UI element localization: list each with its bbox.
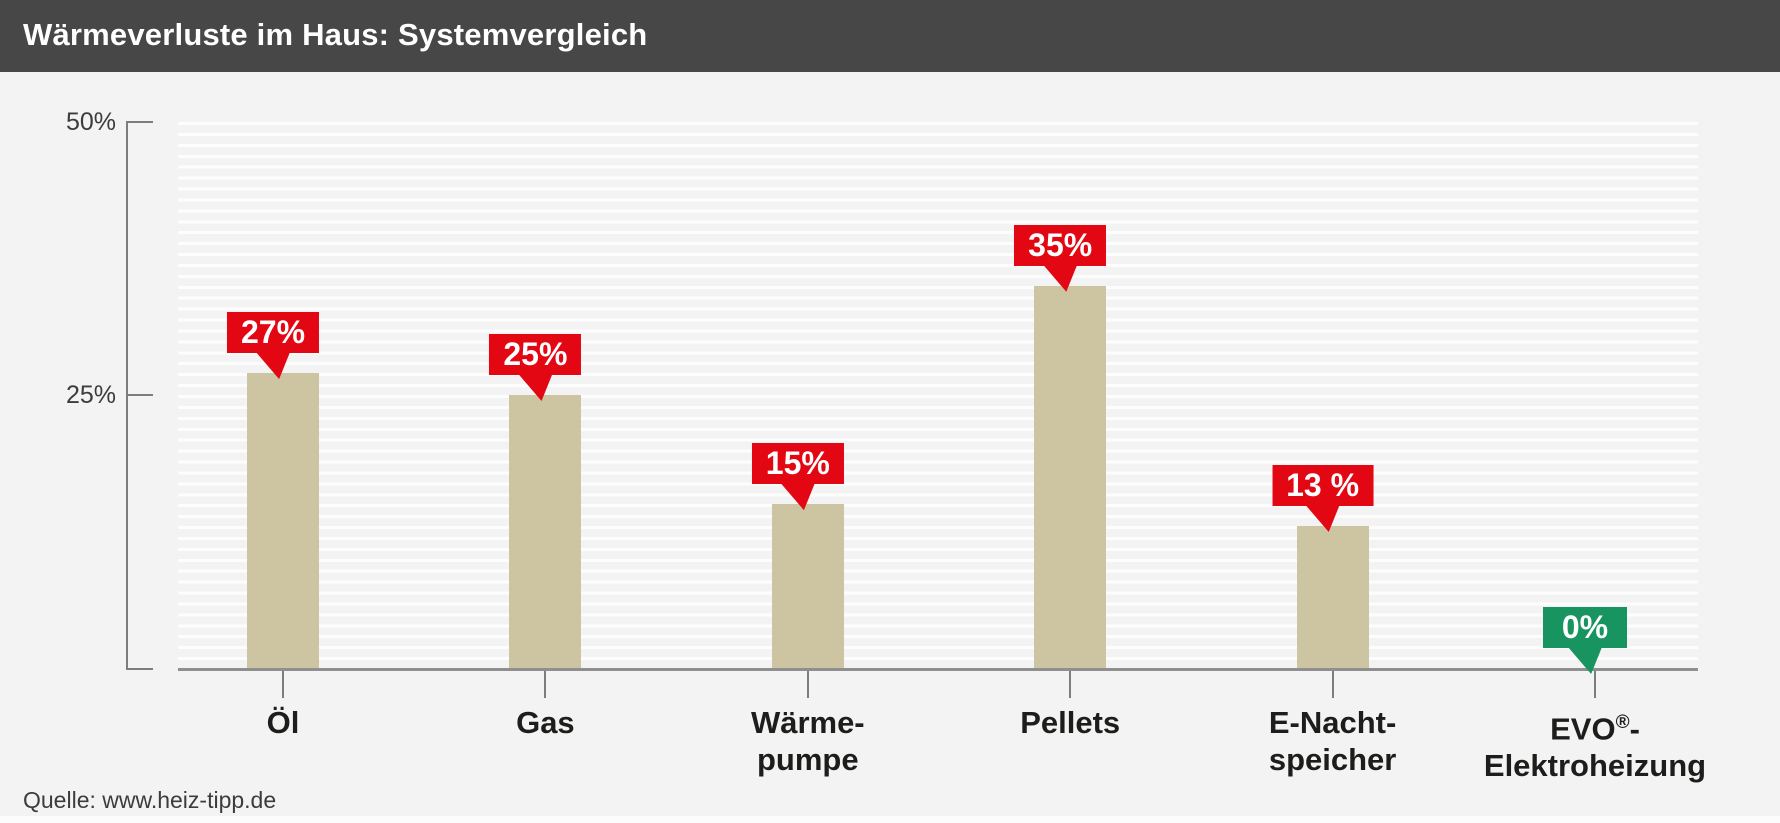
category-label: Pellets [1020, 705, 1121, 740]
page-title: Wärmeverluste im Haus: Systemvergleich [23, 17, 648, 52]
value-badge: 27% [226, 312, 320, 380]
title-bar: Wärmeverluste im Haus: Systemvergleich [0, 0, 1780, 72]
value-badge: 15% [751, 443, 844, 511]
value-badge: 0% [1543, 607, 1627, 674]
category-label: Öl [266, 705, 300, 740]
bottom-strip [0, 816, 1780, 823]
value-badge: 13 % [1272, 465, 1374, 533]
y-axis-label-25: 25% [65, 381, 116, 409]
value-badge: 25% [489, 334, 582, 401]
category-label: EVO®- Elektroheizung [1483, 711, 1707, 784]
category-tick [1331, 671, 1334, 698]
category-tick [544, 671, 547, 698]
category-tick [806, 671, 809, 698]
y-axis-label-50: 50% [65, 108, 116, 136]
category-tick [1069, 671, 1072, 698]
plot-area [178, 122, 1698, 668]
value-badge: 35% [1014, 224, 1107, 292]
bar [509, 395, 582, 668]
y-axis-tick-0 [126, 668, 153, 670]
category-tick [282, 671, 284, 698]
category-label: E-Nacht-speicher [1268, 705, 1397, 777]
bar [1296, 526, 1369, 668]
category-tick [1594, 671, 1596, 698]
y-axis-tick-50 [126, 121, 153, 123]
source-caption: Quelle: www.heiz-tipp.de [23, 787, 277, 813]
bar [247, 373, 319, 668]
y-axis-tick-25 [126, 394, 153, 396]
category-label: Wärme-pumpe [750, 705, 865, 777]
bar [771, 504, 844, 668]
category-label: Gas [516, 705, 575, 740]
bar [1034, 285, 1107, 668]
x-axis-baseline [178, 668, 1698, 671]
